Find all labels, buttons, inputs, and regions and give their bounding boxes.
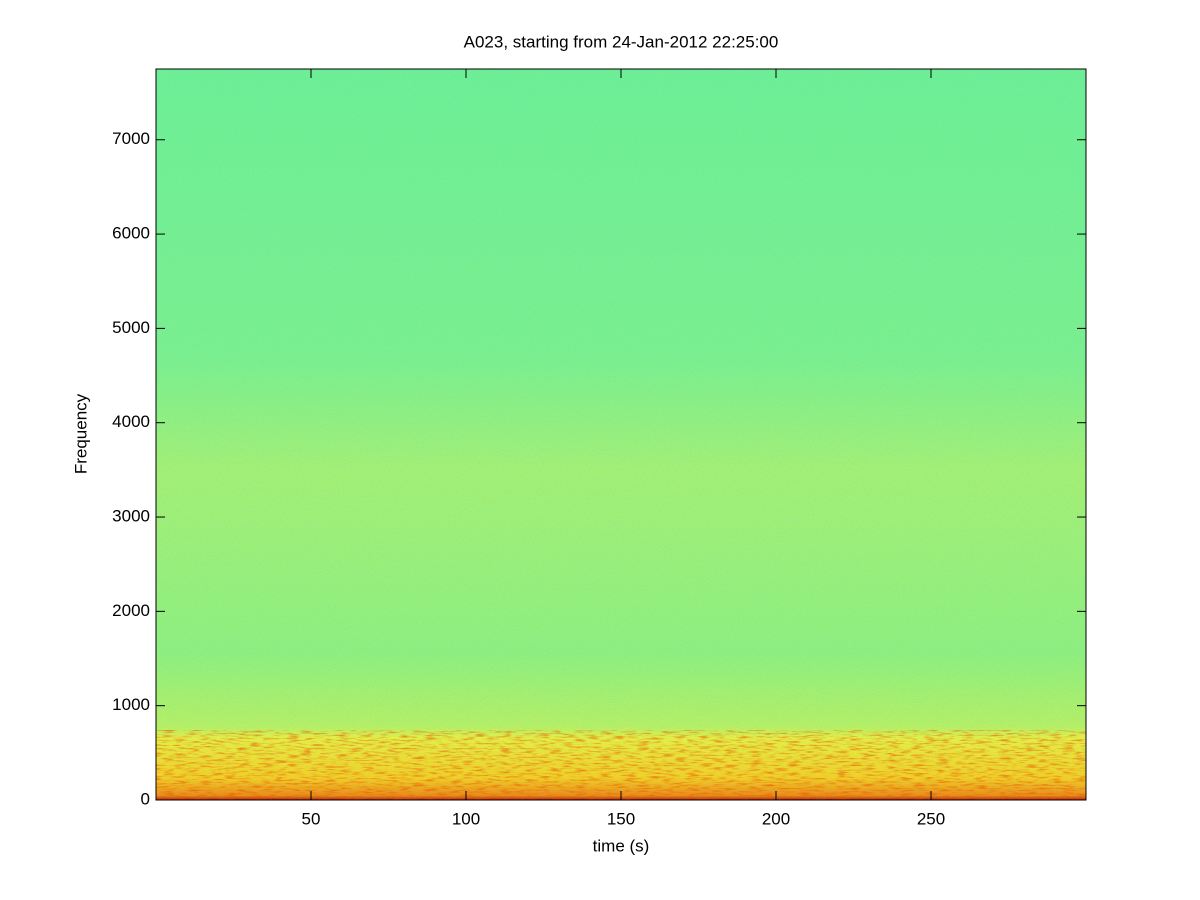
y-tick-label: 7000 [112, 129, 150, 148]
y-tick-label: 0 [141, 789, 150, 808]
y-tick-label: 5000 [112, 318, 150, 337]
x-tick-label: 50 [302, 809, 321, 828]
spectrogram-noise [156, 69, 1086, 800]
x-tick-label: 100 [452, 809, 480, 828]
x-axis-label: time (s) [593, 836, 650, 855]
y-tick-label: 3000 [112, 507, 150, 526]
x-tick-label: 150 [607, 809, 635, 828]
chart-title: A023, starting from 24-Jan-2012 22:25:00 [464, 32, 779, 51]
y-tick-label: 6000 [112, 224, 150, 243]
x-tick-label: 200 [762, 809, 790, 828]
y-tick-label: 1000 [112, 695, 150, 714]
x-tick-label: 250 [917, 809, 945, 828]
spectrogram-low-band [156, 730, 1086, 800]
y-tick-label: 4000 [112, 412, 150, 431]
y-tick-label: 2000 [112, 601, 150, 620]
y-axis-label: Frequency [71, 393, 90, 474]
